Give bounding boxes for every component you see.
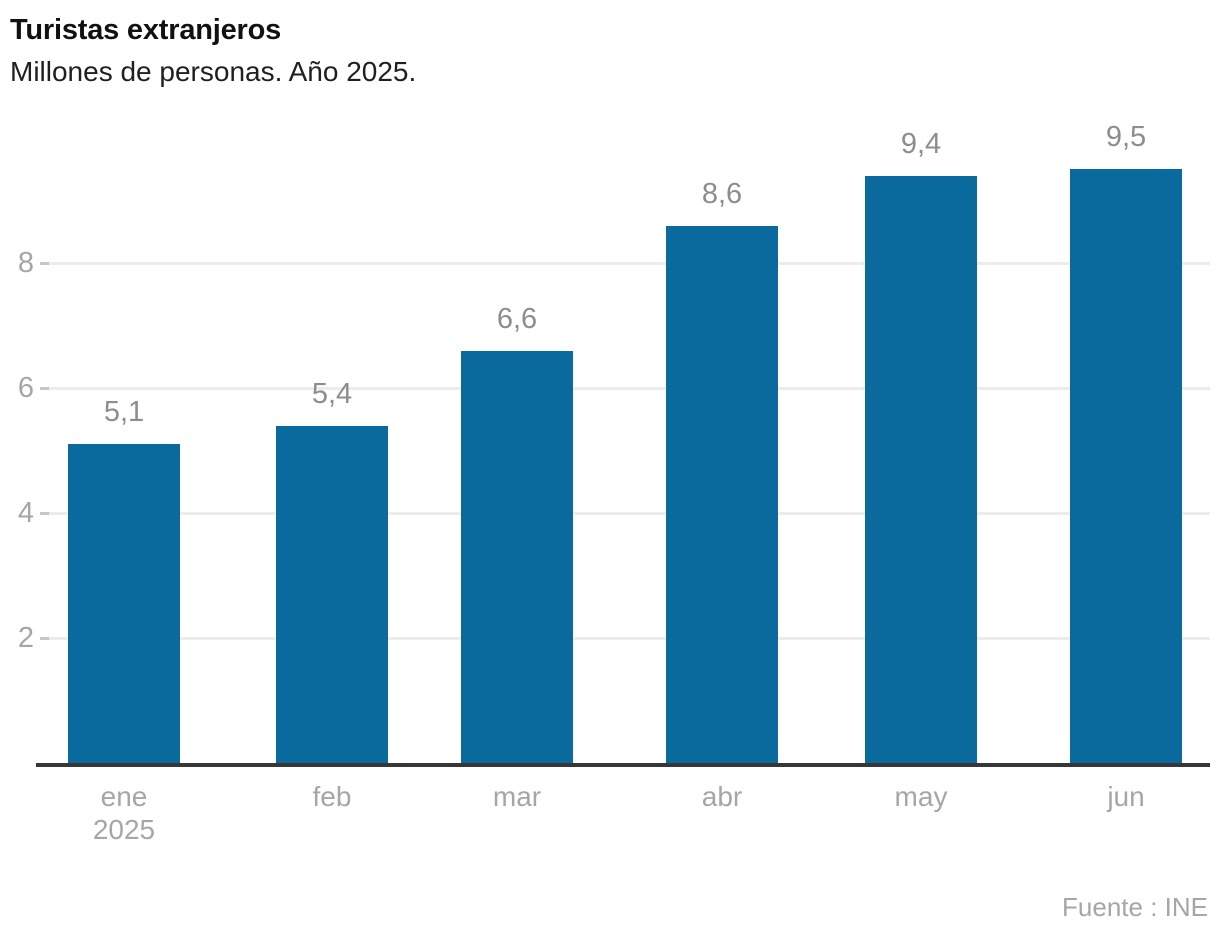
x-tick-month: ene [100,781,148,812]
x-tick-month: abr [701,781,743,812]
y-tick-label: 8 [17,247,34,279]
x-axis-line [36,763,1210,767]
y-tick-label: 4 [17,497,34,529]
x-tick-label: may [851,780,991,813]
bar [666,225,778,763]
x-tick-label: ene 2025 [54,780,194,846]
gridline [40,637,1210,640]
bar-value-label: 6,6 [496,302,538,335]
axis-tick [40,637,49,640]
x-tick-year: 2025 [92,814,156,845]
x-tick-month: feb [312,781,352,812]
axis-tick [40,262,49,265]
x-tick-label: jun [1056,780,1196,813]
x-tick-month: may [894,781,948,812]
bar-value-label: 9,5 [1105,121,1147,154]
x-tick-month: mar [492,781,542,812]
bar [865,175,977,763]
axis-tick [40,387,49,390]
axis-tick [40,512,49,515]
bar-value-label: 9,4 [900,127,942,160]
bar [461,350,573,763]
bar [1070,169,1182,763]
page-subtitle: Millones de personas. Año 2025. [10,56,417,87]
bar-value-label: 8,6 [701,177,743,210]
page-title: Turistas extranjeros [10,14,282,46]
bar [276,425,388,763]
gridline [40,387,1210,390]
gridline [40,512,1210,515]
gridline [40,262,1210,265]
x-tick-label: mar [447,780,587,813]
y-tick-label: 6 [17,372,34,404]
x-tick-label: feb [262,780,402,813]
x-tick-label: abr [652,780,792,813]
bar-value-label: 5,4 [311,377,353,410]
source-label: Fuente : INE [1062,892,1208,922]
y-tick-label: 2 [17,622,34,654]
bar [68,444,180,763]
bar-value-label: 5,1 [103,396,145,429]
x-tick-month: jun [1107,781,1145,812]
